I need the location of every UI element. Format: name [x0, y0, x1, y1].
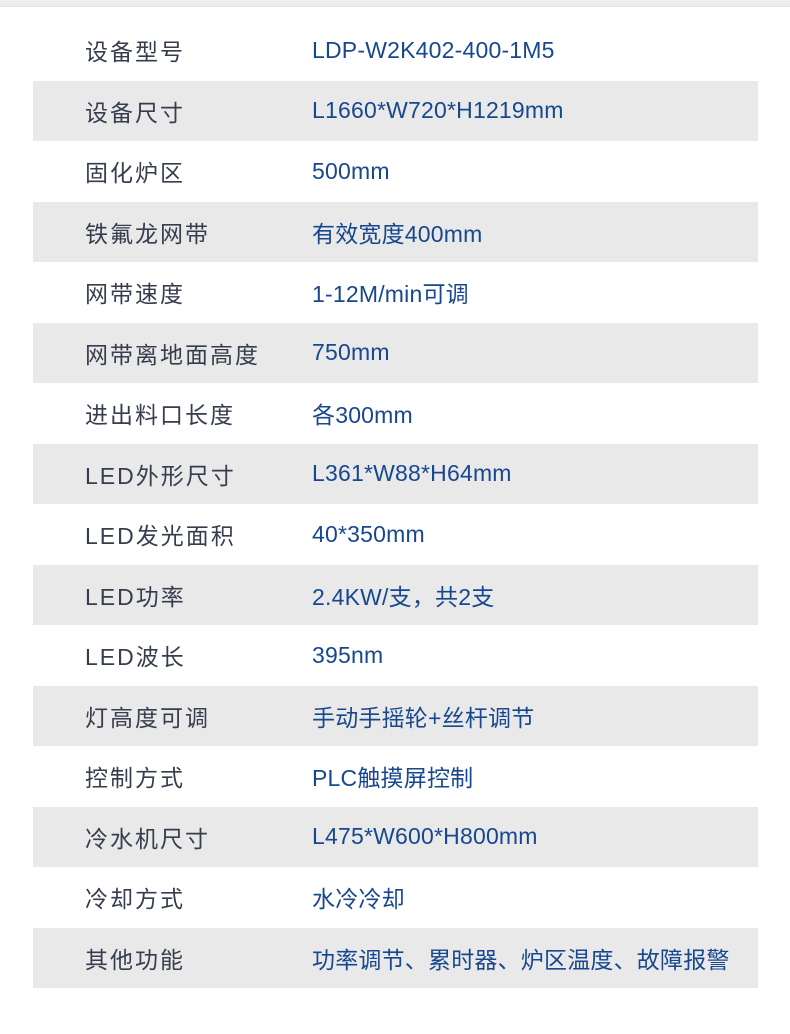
- table-row: 灯高度可调 手动手摇轮+丝杆调节: [33, 685, 758, 746]
- table-row: LED外形尺寸 L361*W88*H64mm: [33, 443, 758, 504]
- spec-label: 网带速度: [85, 281, 185, 308]
- spec-label: 冷却方式: [85, 886, 185, 913]
- spec-label: 网带离地面高度: [85, 341, 260, 368]
- spec-value: 有效宽度400mm: [312, 220, 483, 247]
- spec-value: 2.4KW/支，共2支: [312, 583, 495, 610]
- spec-value: 功率调节、累时器、炉区温度、故障报警: [312, 946, 730, 973]
- spec-value: L361*W88*H64mm: [312, 460, 512, 487]
- spec-value: 1-12M/min可调: [312, 281, 469, 308]
- spec-label: LED外形尺寸: [85, 462, 236, 489]
- spec-value: 各300mm: [312, 402, 413, 429]
- table-row: 设备尺寸 L1660*W720*H1219mm: [33, 80, 758, 141]
- spec-label: LED发光面积: [85, 523, 236, 550]
- spec-value: 手动手摇轮+丝杆调节: [312, 704, 535, 731]
- table-row: 固化炉区 500mm: [33, 141, 758, 202]
- table-row: 控制方式 PLC触摸屏控制: [33, 746, 758, 807]
- spec-label: LED功率: [85, 583, 186, 610]
- spec-label: 其他功能: [85, 946, 185, 973]
- table-row: 网带速度 1-12M/min可调: [33, 262, 758, 323]
- spec-value: LDP-W2K402-400-1M5: [312, 36, 555, 63]
- table-row: 设备型号 LDP-W2K402-400-1M5: [33, 20, 758, 81]
- spec-value: 500mm: [312, 157, 390, 184]
- spec-label: 设备型号: [85, 39, 185, 66]
- top-divider-strip: [0, 0, 790, 7]
- spec-label: 冷水机尺寸: [85, 825, 210, 852]
- spec-value: 水冷冷却: [312, 886, 405, 913]
- spec-label: 灯高度可调: [85, 704, 210, 731]
- table-row: 冷水机尺寸 L475*W600*H800mm: [33, 806, 758, 867]
- spec-value: 395nm: [312, 641, 384, 668]
- table-row: LED功率 2.4KW/支，共2支: [33, 564, 758, 625]
- table-row: 铁氟龙网带 有效宽度400mm: [33, 201, 758, 262]
- spec-value: 750mm: [312, 339, 390, 366]
- spec-label: LED波长: [85, 644, 186, 671]
- table-row: 网带离地面高度 750mm: [33, 322, 758, 383]
- spec-value: 40*350mm: [312, 520, 425, 547]
- spec-label: 设备尺寸: [85, 99, 185, 126]
- spec-value: L475*W600*H800mm: [312, 823, 538, 850]
- spec-value: PLC触摸屏控制: [312, 765, 474, 792]
- table-row: 进出料口长度 各300mm: [33, 383, 758, 444]
- table-row: LED发光面积 40*350mm: [33, 504, 758, 565]
- spec-value: L1660*W720*H1219mm: [312, 97, 564, 124]
- table-row: 冷却方式 水冷冷却: [33, 867, 758, 928]
- table-row: 其他功能 功率调节、累时器、炉区温度、故障报警: [33, 927, 758, 988]
- spec-label: 控制方式: [85, 765, 185, 792]
- spec-table: 设备型号 LDP-W2K402-400-1M5 设备尺寸 L1660*W720*H12…: [33, 20, 758, 988]
- table-row: LED波长 395nm: [33, 625, 758, 686]
- spec-label: 固化炉区: [85, 160, 185, 187]
- spec-label: 铁氟龙网带: [85, 220, 210, 247]
- spec-label: 进出料口长度: [85, 402, 235, 429]
